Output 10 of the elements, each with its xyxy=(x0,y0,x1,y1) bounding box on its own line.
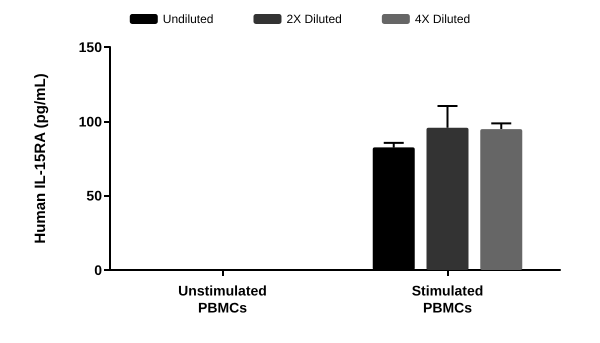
legend-label: 2X Diluted xyxy=(286,12,342,26)
y-tick-label: 150 xyxy=(78,39,102,55)
y-tick-label: 50 xyxy=(86,188,102,204)
legend-label: 4X Diluted xyxy=(414,12,470,26)
legend-label: Undiluted xyxy=(162,12,214,26)
y-tick-label: 100 xyxy=(78,113,102,130)
x-tick-label: Unstimulated PBMCs xyxy=(178,282,267,316)
x-tick-label: Stimulated PBMCs xyxy=(412,282,484,316)
y-axis-title: Human IL-15RA (pg/mL) xyxy=(32,73,49,244)
y-tick-label: 0 xyxy=(94,262,102,278)
